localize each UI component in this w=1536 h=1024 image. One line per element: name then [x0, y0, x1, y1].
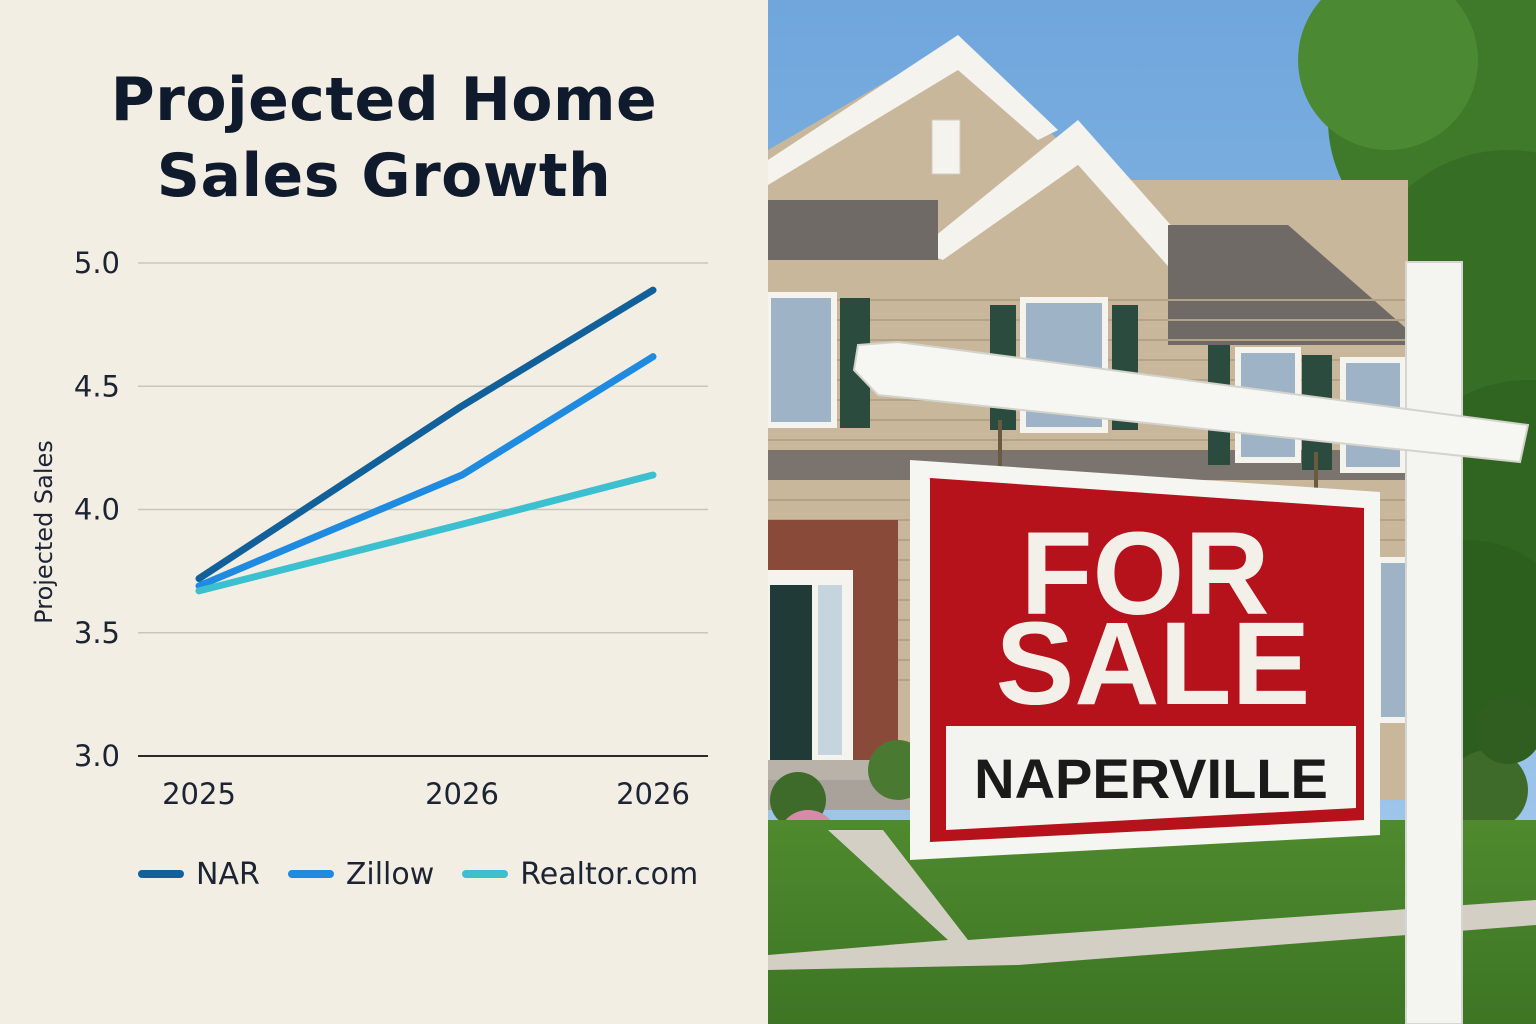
y-tick-label: 5.0 [74, 246, 120, 280]
y-axis-label: Projected Sales [30, 440, 58, 624]
chart-title-line-2: Sales Growth [156, 141, 612, 211]
x-tick-label: 2025 [162, 777, 236, 811]
sign-post [852, 261, 1530, 1024]
legend-item: Realtor.com [462, 857, 698, 892]
legend: NAR Zillow Realtor.com [138, 852, 726, 896]
chart-title: Projected Home Sales Growth [0, 62, 768, 214]
series-line-nar [195, 286, 657, 583]
series-lines [195, 286, 657, 595]
legend-label: Zillow [345, 856, 435, 892]
y-tick-label: 3.5 [74, 616, 120, 650]
for-sale-sign: FOR SALE NAPERVILLE [910, 460, 1380, 860]
y-tick-label: 3.0 [74, 739, 120, 773]
legend-label: Realtor.com [520, 856, 699, 892]
chart-title-line-1: Projected Home [110, 65, 658, 135]
legend-label: NAR [196, 856, 260, 892]
house-photo: FOR SALE NAPERVILLE [768, 0, 1536, 1024]
chart-panel: Projected Home Sales Growth 5.0 4.5 4.0 3.5… [0, 62, 768, 896]
sign-line-for: FOR [1020, 508, 1269, 640]
walkway [768, 830, 1536, 970]
line-chart: 5.0 4.5 4.0 3.5 3.0 2025 2026 2026 Projected S… [30, 246, 708, 811]
x-tick-labels: 2025 2026 2026 [162, 777, 690, 811]
legend-item: Zillow [287, 856, 435, 892]
grid-lines [138, 262, 708, 757]
legend-item: NAR [138, 857, 260, 892]
sign-city: NAPERVILLE [974, 747, 1328, 810]
legend-swatch [462, 870, 509, 878]
series-line-zillow [195, 353, 657, 590]
x-tick-label: 2026 [425, 777, 499, 811]
y-tick-labels: 5.0 4.5 4.0 3.5 3.0 [74, 246, 120, 773]
x-tick-label: 2026 [616, 777, 690, 811]
legend-swatch [138, 870, 184, 878]
series-line-realtor-com [195, 471, 657, 595]
legend-swatch [287, 870, 334, 878]
sign-line-sale: SALE [996, 598, 1311, 730]
y-tick-label: 4.0 [74, 493, 120, 527]
y-tick-label: 4.5 [74, 369, 120, 403]
